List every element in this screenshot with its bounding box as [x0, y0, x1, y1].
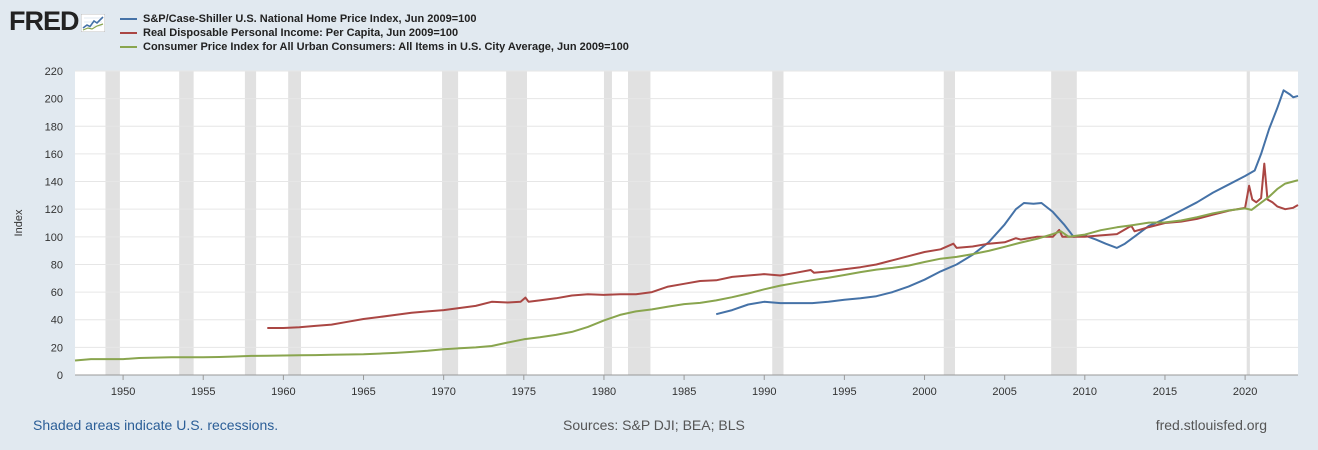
- axes: 0 20 40 60 80 100 120 140 160 180 200 220 1950 1955 19…: [45, 66, 1298, 398]
- recession-band: [772, 71, 784, 375]
- x-tick-label: 1955: [191, 386, 215, 398]
- fred-logo[interactable]: FRED: [9, 8, 105, 35]
- recession-band: [1246, 71, 1250, 375]
- recession-band: [506, 71, 528, 375]
- x-tick-label: 2010: [1073, 386, 1097, 398]
- fred-logo-text: FRED: [9, 6, 79, 36]
- series-cpi-line[interactable]: [74, 179, 1299, 362]
- y-tick-label: 0: [57, 370, 63, 382]
- x-tick-label: 1995: [832, 386, 856, 398]
- recession-band: [179, 71, 194, 375]
- y-tick-label: 20: [51, 342, 63, 354]
- x-tick-label: 1975: [512, 386, 536, 398]
- legend-label-cpi: Consumer Price Index for All Urban Consu…: [143, 41, 629, 53]
- x-tick-label: 1970: [431, 386, 455, 398]
- y-tick-label: 220: [45, 66, 63, 78]
- grid-lines: [75, 70, 1298, 348]
- legend-item-home-price[interactable]: S&P/Case-Shiller U.S. National Home Pric…: [120, 12, 629, 26]
- recession-note-link[interactable]: Shaded areas indicate U.S. recessions.: [33, 417, 279, 433]
- y-tick-label: 80: [51, 259, 63, 271]
- recession-band: [627, 71, 651, 375]
- y-tick-label: 200: [45, 94, 63, 106]
- x-tick-label: 2000: [912, 386, 936, 398]
- x-tick-label: 1960: [271, 386, 295, 398]
- recession-bands: [105, 71, 1250, 375]
- site-url-link[interactable]: fred.stlouisfed.org: [1155, 417, 1267, 433]
- x-tick-label: 2005: [992, 386, 1016, 398]
- recession-band: [943, 71, 955, 375]
- y-tick-label: 140: [45, 177, 63, 189]
- recession-band: [603, 71, 612, 375]
- y-tick-label: 120: [45, 204, 63, 216]
- y-tick-label: 40: [51, 315, 63, 327]
- y-axis-label: Index: [13, 209, 25, 236]
- x-tick-label: 1985: [672, 386, 696, 398]
- x-tick-label: 1950: [111, 386, 135, 398]
- recession-band: [105, 71, 120, 375]
- series-lines: [74, 89, 1299, 362]
- y-tick-label: 160: [45, 149, 63, 161]
- legend-item-income[interactable]: Real Disposable Personal Income: Per Cap…: [120, 26, 629, 40]
- chart-legend: S&P/Case-Shiller U.S. National Home Pric…: [120, 12, 629, 54]
- recession-band: [244, 71, 257, 375]
- x-tick-label: 1965: [351, 386, 375, 398]
- y-tick-label: 180: [45, 121, 63, 133]
- x-tick-label: 2015: [1153, 386, 1177, 398]
- legend-swatch-home-price: [120, 18, 137, 20]
- series-home-price-line[interactable]: [715, 89, 1299, 316]
- x-tick-label: 2020: [1233, 386, 1257, 398]
- plot-area: [75, 71, 1298, 375]
- recession-band: [442, 71, 459, 375]
- x-tick-label: 1990: [752, 386, 776, 398]
- legend-swatch-income: [120, 32, 137, 34]
- recession-band: [288, 71, 302, 375]
- legend-swatch-cpi: [120, 46, 137, 48]
- graph-icon: [80, 13, 105, 32]
- series-income-line[interactable]: [267, 162, 1299, 329]
- x-tick-label: 1980: [592, 386, 616, 398]
- legend-item-cpi[interactable]: Consumer Price Index for All Urban Consu…: [120, 40, 629, 54]
- sources-text: Sources: S&P DJI; BEA; BLS: [563, 417, 745, 433]
- y-tick-label: 100: [45, 232, 63, 244]
- legend-label-income: Real Disposable Personal Income: Per Cap…: [143, 27, 459, 39]
- line-chart[interactable]: 0 20 40 60 80 100 120 140 160 180 200 220 1950 1955 19…: [0, 0, 1318, 400]
- y-tick-label: 60: [51, 287, 63, 299]
- legend-label-home-price: S&P/Case-Shiller U.S. National Home Pric…: [143, 13, 477, 25]
